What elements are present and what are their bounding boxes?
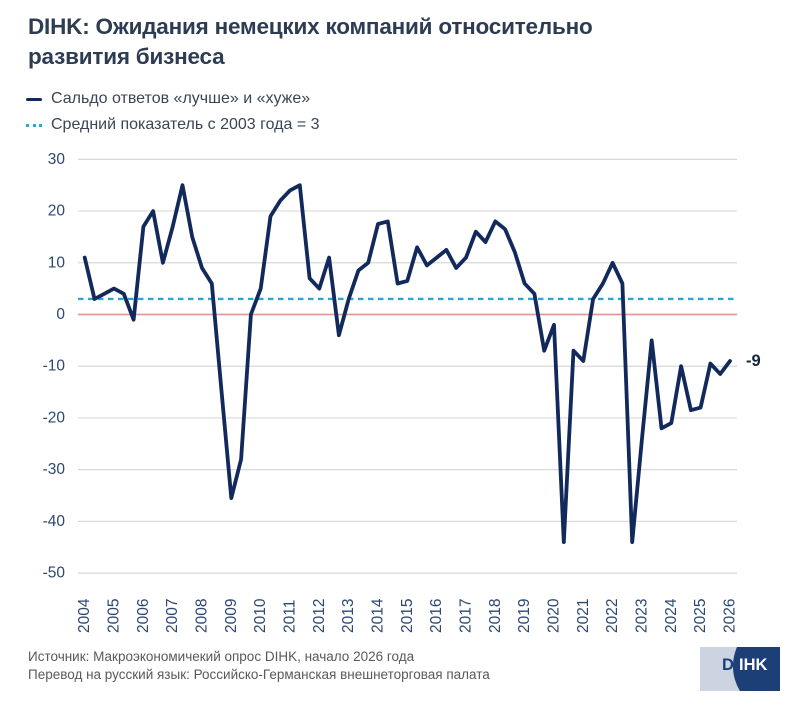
- logo-letter-d: D: [722, 656, 734, 674]
- x-tick-label: 2018: [487, 599, 504, 633]
- y-tick-label: -40: [43, 513, 66, 530]
- x-tick-label: 2024: [663, 598, 680, 633]
- legend-item-mean: Средний показатель с 2003 года = 3: [26, 112, 320, 138]
- y-tick-label: -50: [43, 565, 66, 582]
- title-line-2: развития бизнеса: [28, 44, 225, 69]
- y-tick-label: -30: [43, 461, 66, 478]
- logo-letters-ihk: IHK: [739, 656, 768, 674]
- y-tick-label: 30: [48, 151, 66, 168]
- x-tick-label: 2013: [340, 599, 357, 633]
- title-line-1: DIHK: Ожидания немецких компаний относит…: [28, 14, 593, 39]
- footer: Источник: Макроэкономичекий опрос DIHK, …: [28, 648, 490, 684]
- legend: Сальдо ответов «лучше» и «хуже» Средний …: [26, 86, 320, 138]
- x-tick-label: 2009: [223, 599, 240, 633]
- legend-label-mean: Средний показатель с 2003 года = 3: [51, 116, 320, 133]
- x-tick-label: 2005: [106, 599, 123, 633]
- x-tick-label: 2008: [194, 599, 211, 633]
- x-tick-label: 2020: [545, 598, 562, 633]
- x-tick-label: 2023: [633, 599, 650, 633]
- y-tick-label: 20: [48, 203, 66, 220]
- x-tick-label: 2007: [164, 599, 181, 633]
- translation-note: Перевод на русский язык: Российско-Герма…: [28, 667, 490, 682]
- x-tick-label: 2025: [692, 599, 709, 633]
- y-tick-label: 10: [48, 254, 66, 271]
- series-line: [82, 183, 732, 544]
- x-tick-label: 2012: [311, 599, 328, 633]
- x-tick-label: 2015: [399, 599, 416, 633]
- x-tick-label: 2011: [282, 600, 299, 633]
- dihk-logo: D IHK: [700, 647, 780, 691]
- x-tick-label: 2021: [575, 599, 592, 633]
- legend-label-balance: Сальдо ответов «лучше» и «хуже»: [51, 90, 311, 107]
- x-tick-label: 2016: [428, 599, 445, 633]
- x-tick-label: 2010: [252, 598, 269, 633]
- dotted-line-swatch-icon: [26, 123, 42, 127]
- y-tick-label: 0: [56, 306, 65, 323]
- x-tick-label: 2019: [516, 599, 533, 633]
- solid-line-swatch-icon: [26, 97, 42, 101]
- x-tick-label: 2006: [135, 599, 152, 633]
- page-title: DIHK: Ожидания немецких компаний относит…: [28, 12, 748, 72]
- x-tick-label: 2014: [370, 598, 387, 633]
- y-tick-label: -20: [43, 409, 66, 426]
- x-tick-label: 2004: [76, 598, 93, 633]
- x-tick-label: 2026: [721, 599, 738, 633]
- source-note: Источник: Макроэкономичекий опрос DIHK, …: [28, 649, 415, 664]
- dihk-logo-icon: D IHK: [700, 647, 780, 691]
- x-tick-label: 2017: [457, 599, 474, 633]
- x-tick-label: 2022: [604, 599, 621, 633]
- end-value-label: -9: [746, 352, 761, 370]
- y-tick-label: -10: [43, 358, 66, 375]
- legend-item-balance: Сальдо ответов «лучше» и «хуже»: [26, 86, 320, 112]
